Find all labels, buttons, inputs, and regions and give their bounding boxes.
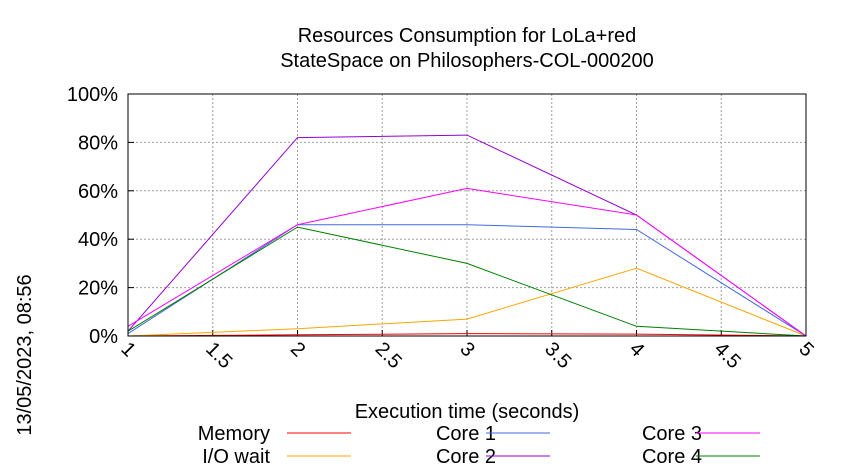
y-tick-label: 80% [78, 132, 118, 154]
x-tick-label: 5 [794, 338, 817, 361]
y-tick-label: 40% [78, 229, 118, 251]
legend-label-core-2: Core 2 [436, 446, 496, 468]
x-tick-label: 4.5 [710, 338, 745, 373]
x-tick-label: 4 [625, 338, 648, 361]
x-tick-label: 2 [286, 338, 309, 361]
legend-label-memory: Memory [198, 423, 270, 445]
y-tick-label: 100% [67, 84, 118, 106]
y-tick-label: 60% [78, 181, 118, 203]
timestamp-label: 13/05/2023, 08:56 [14, 274, 36, 435]
series-lines [127, 134, 807, 337]
y-axis-ticks: 0% 20% 40% 60% 80% 100% [67, 84, 134, 348]
series-line-core-3 [127, 187, 807, 337]
x-tick-label: 1.5 [201, 338, 236, 373]
y-tick-label: 20% [78, 278, 118, 300]
plot-frame [127, 93, 807, 337]
legend-label-core-3: Core 3 [642, 423, 702, 445]
chart-title-line2: StateSpace on Philosophers-COL-000200 [280, 50, 654, 72]
series-line-i-o-wait [127, 267, 807, 337]
series-line-core-4 [127, 226, 807, 337]
series-line-core-1 [127, 224, 807, 337]
legend-label-core-1: Core 1 [436, 423, 496, 445]
x-tick-label: 3.5 [540, 338, 575, 373]
x-tick-label: 2.5 [371, 338, 406, 373]
legend-label-core-4: Core 4 [642, 446, 702, 468]
y-tick-label: 0% [89, 326, 118, 348]
x-tick-label: 1 [116, 338, 139, 361]
series-line-memory [127, 333, 807, 337]
x-tick-label: 3 [455, 338, 478, 361]
legend-label-i-o-wait: I/O wait [202, 446, 270, 468]
x-axis-label: Execution time (seconds) [355, 401, 580, 423]
chart-title-line1: Resources Consumption for LoLa+red [298, 25, 637, 47]
